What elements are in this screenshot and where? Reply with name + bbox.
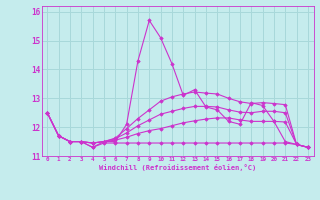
X-axis label: Windchill (Refroidissement éolien,°C): Windchill (Refroidissement éolien,°C) [99,164,256,171]
